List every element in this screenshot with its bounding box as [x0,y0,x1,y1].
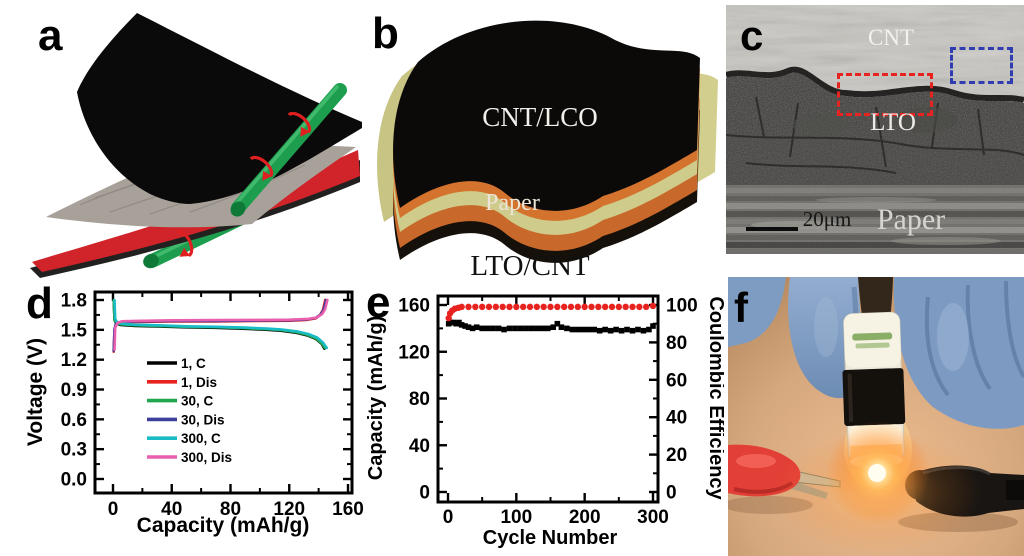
blue-dashed-roi-box [950,47,1013,84]
rotation-arrow-icon [176,230,194,257]
device-label-text [852,332,893,341]
svg-text:20: 20 [666,445,687,466]
electrode-band [842,368,906,426]
lit-led [773,421,983,554]
lto-label: LTO [870,109,916,136]
svg-text:300, Dis: 300, Dis [181,450,232,465]
red-sheet [32,150,360,272]
rotation-arrow-icon [287,111,312,137]
panel-b: CNT/LCO Paper LTO/CNT b [355,0,725,285]
rolling-press-illustration [30,13,362,278]
svg-text:40: 40 [409,436,430,457]
svg-text:300: 300 [637,507,669,528]
svg-text:60: 60 [666,370,687,391]
gloved-hand [728,277,1024,429]
svg-text:1.2: 1.2 [61,350,87,371]
svg-text:160: 160 [332,499,364,520]
svg-text:1, Dis: 1, Dis [181,375,217,390]
svg-text:0.3: 0.3 [61,440,87,461]
cnt-label: CNT [868,25,914,50]
cnt-lco-label: CNT/LCO [482,102,598,132]
svg-text:200: 200 [569,507,601,528]
panel-f: f [728,277,1024,556]
series-Capacity [445,319,656,334]
svg-text:40: 40 [666,408,687,429]
panel-e-letter: e [366,278,391,327]
panel-e: 0 100 200 300 0 40 80 120 160 0 20 40 60 80 100 Cycle N… [358,280,724,556]
svg-text:120: 120 [273,499,305,520]
svg-text:0.6: 0.6 [61,410,87,431]
series-300, C [113,298,329,350]
svg-text:0.9: 0.9 [61,380,87,401]
svg-text:1.5: 1.5 [61,320,88,341]
stack-layers [377,20,718,263]
svg-text:80: 80 [666,333,687,354]
scale-bar [746,227,798,231]
lto-cnt-label: LTO/CNT [470,250,590,282]
paper-sem-label: Paper [876,203,946,236]
svg-text:0: 0 [443,507,454,528]
svg-text:Cycle Number: Cycle Number [483,527,618,549]
svg-text:300, C: 300, C [181,431,221,446]
svg-text:Capacity (mAh/g): Capacity (mAh/g) [137,514,310,537]
panel-a: a [0,0,365,285]
svg-text:0: 0 [108,499,119,520]
svg-text:100: 100 [666,296,698,317]
series-300, Dis [113,298,329,351]
svg-text:Capacity (mAh/g): Capacity (mAh/g) [365,316,387,480]
stack-illustration [377,20,718,263]
rotation-arrow-icon [249,155,274,181]
cnt-lco-layer [393,20,700,211]
svg-text:160: 160 [398,296,430,317]
svg-text:1.8: 1.8 [61,291,87,312]
svg-text:40: 40 [161,499,182,520]
sem-grain-overlay [726,5,1024,254]
voltage-capacity-chart: 0 40 80 120 160 0.0 0.3 0.6 0.9 1.2 1.5 1.8 1, C 1, D… [24,290,364,537]
scale-bar-label: 20μm [802,207,852,231]
panel-d: 0 40 80 120 160 0.0 0.3 0.6 0.9 1.2 1.5 1.8 1, C 1, D… [20,280,365,556]
paper-label: Paper [485,190,540,216]
svg-text:80: 80 [220,499,241,520]
red-dashed-roi-box [837,73,933,116]
series-Coulombic Efficiency [445,302,657,322]
svg-text:Voltage (V): Voltage (V) [24,338,47,446]
svg-text:30, C: 30, C [181,394,214,409]
panel-d-letter: d [26,279,53,328]
panel-c-letter: c [740,12,764,59]
svg-text:120: 120 [398,342,430,363]
top-roller [230,83,347,217]
svg-text:Coulombic Efficiency: Coulombic Efficiency [705,296,724,500]
panel-a-letter: a [38,11,63,60]
svg-text:0.0: 0.0 [61,470,87,491]
sem-image [726,5,1024,254]
svg-text:30, Dis: 30, Dis [181,412,225,427]
svg-text:80: 80 [409,389,430,410]
svg-text:1, C: 1, C [181,356,206,371]
panel-f-letter: f [734,284,748,331]
panel-b-letter: b [372,9,399,58]
svg-text:0: 0 [419,483,430,504]
device-photo [728,277,1024,556]
panel-c: CNT LTO 20μm Paper c [726,5,1024,254]
svg-text:0: 0 [666,483,677,504]
svg-text:100: 100 [500,507,532,528]
